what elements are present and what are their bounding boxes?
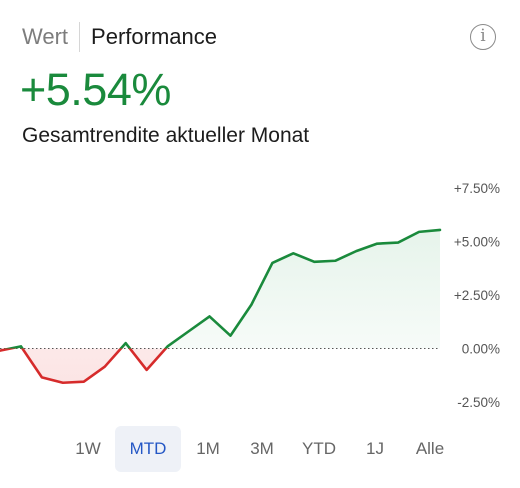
positive-area bbox=[0, 229, 440, 349]
negative-area bbox=[0, 348, 440, 383]
view-tabs: Wert Performance bbox=[22, 22, 217, 52]
performance-label: Gesamtrendite aktueller Monat bbox=[22, 124, 310, 147]
performance-value: +5.54% bbox=[20, 64, 171, 115]
period-1j[interactable]: 1J bbox=[366, 439, 384, 458]
y-tick-label: -2.50% bbox=[457, 395, 500, 410]
y-tick-label: +7.50% bbox=[454, 181, 500, 196]
series-line-negative bbox=[0, 348, 168, 385]
y-tick-label: +5.00% bbox=[454, 235, 500, 250]
performance-chart: +7.50% +5.00% +2.50% 0.00% -2.50% bbox=[0, 181, 500, 410]
period-selector: 1W MTD 1M 3M YTD 1J Alle bbox=[0, 426, 520, 472]
period-1m[interactable]: 1M bbox=[196, 439, 220, 458]
series-line-positive bbox=[3, 228, 442, 349]
period-ytd[interactable]: YTD bbox=[302, 439, 336, 458]
period-mtd[interactable]: MTD bbox=[115, 426, 181, 472]
tab-wert[interactable]: Wert bbox=[22, 24, 69, 49]
y-tick-label: 0.00% bbox=[462, 342, 500, 357]
tab-performance[interactable]: Performance bbox=[91, 24, 217, 49]
y-tick-label: +2.50% bbox=[454, 288, 500, 303]
period-1w[interactable]: 1W bbox=[75, 439, 101, 458]
period-3m[interactable]: 3M bbox=[250, 439, 274, 458]
period-alle[interactable]: Alle bbox=[415, 439, 445, 458]
tab-divider bbox=[79, 22, 81, 52]
info-icon[interactable]: i bbox=[470, 24, 496, 50]
